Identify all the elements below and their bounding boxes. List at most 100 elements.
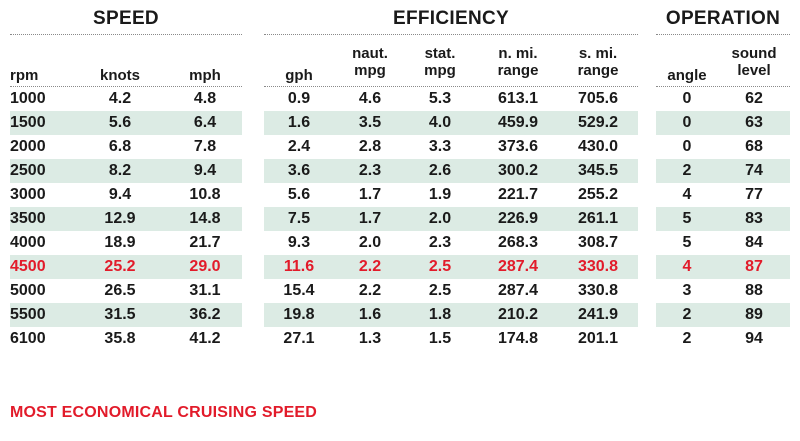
speed-group-title: SPEED xyxy=(93,8,159,29)
col-header-naut-mpg: naut. mpg xyxy=(352,45,388,79)
row-shading-band xyxy=(656,255,790,279)
cell-stat-mpg: 4.0 xyxy=(428,114,452,131)
cell-gph: 7.5 xyxy=(287,210,311,227)
cell-angle: 0 xyxy=(682,90,692,107)
cell-angle: 4 xyxy=(682,186,692,203)
cell-naut-mpg: 2.8 xyxy=(358,138,382,155)
efficiency-header-rule xyxy=(264,86,638,87)
operation-header-rule xyxy=(656,86,790,87)
table-row: 1500 5.6 6.4 1.6 3.5 4.0 459.9 529.2 0 63 xyxy=(0,111,800,135)
cell-stat-mpg: 3.3 xyxy=(428,138,452,155)
cell-smi-range: 430.0 xyxy=(577,138,619,155)
cell-smi-range: 330.8 xyxy=(577,258,619,275)
cell-smi-range: 345.5 xyxy=(577,162,619,179)
cell-mph: 9.4 xyxy=(193,162,217,179)
row-shading-band xyxy=(264,159,638,183)
cell-stat-mpg: 2.5 xyxy=(428,258,452,275)
cell-angle: 2 xyxy=(682,162,692,179)
cell-rpm: 2500 xyxy=(10,162,46,179)
cell-gph: 9.3 xyxy=(287,234,311,251)
cell-mph: 10.8 xyxy=(189,186,221,203)
row-shading-band xyxy=(264,303,638,327)
cell-nmi-range: 287.4 xyxy=(497,258,539,275)
cell-mph: 6.4 xyxy=(193,114,217,131)
row-shading-band xyxy=(10,207,242,231)
cell-mph: 41.2 xyxy=(189,330,221,347)
table-row: 4000 18.9 21.7 9.3 2.0 2.3 268.3 308.7 5 84 xyxy=(0,231,800,255)
table-row: 1000 4.2 4.8 0.9 4.6 5.3 613.1 705.6 0 62 xyxy=(0,87,800,111)
row-shading-band xyxy=(264,111,638,135)
cell-knots: 12.9 xyxy=(104,210,136,227)
cell-sound: 94 xyxy=(745,330,763,347)
operation-group-title: OPERATION xyxy=(665,8,781,29)
cell-smi-range: 201.1 xyxy=(577,330,619,347)
cell-naut-mpg: 2.2 xyxy=(358,282,382,299)
cell-stat-mpg: 2.5 xyxy=(428,282,452,299)
table-row: 3000 9.4 10.8 5.6 1.7 1.9 221.7 255.2 4 77 xyxy=(0,183,800,207)
cell-gph: 15.4 xyxy=(283,282,315,299)
cell-gph: 0.9 xyxy=(287,90,311,107)
cell-smi-range: 255.2 xyxy=(577,186,619,203)
cell-sound: 88 xyxy=(745,282,763,299)
cell-knots: 8.2 xyxy=(108,162,132,179)
cell-sound: 63 xyxy=(745,114,763,131)
cell-naut-mpg: 2.3 xyxy=(358,162,382,179)
cell-stat-mpg: 1.8 xyxy=(428,306,452,323)
cell-naut-mpg: 1.7 xyxy=(358,210,382,227)
cell-knots: 25.2 xyxy=(104,258,136,275)
cell-rpm: 5000 xyxy=(10,282,46,299)
row-shading-band xyxy=(656,303,790,327)
cell-rpm: 4500 xyxy=(10,258,46,275)
cell-nmi-range: 613.1 xyxy=(497,90,539,107)
col-header-stat-mpg: stat. mpg xyxy=(424,45,456,79)
cell-naut-mpg: 2.2 xyxy=(358,258,382,275)
cell-angle: 3 xyxy=(682,282,692,299)
cell-nmi-range: 287.4 xyxy=(497,282,539,299)
cell-mph: 31.1 xyxy=(189,282,221,299)
cell-angle: 5 xyxy=(682,234,692,251)
cell-nmi-range: 300.2 xyxy=(497,162,539,179)
cell-naut-mpg: 1.7 xyxy=(358,186,382,203)
table-row: 2500 8.2 9.4 3.6 2.3 2.6 300.2 345.5 2 74 xyxy=(0,159,800,183)
cell-mph: 36.2 xyxy=(189,306,221,323)
table-row: 3500 12.9 14.8 7.5 1.7 2.0 226.9 261.1 5 83 xyxy=(0,207,800,231)
cell-smi-range: 705.6 xyxy=(577,90,619,107)
col-header-mph: mph xyxy=(189,67,221,84)
cell-sound: 83 xyxy=(745,210,763,227)
cell-gph: 5.6 xyxy=(287,186,311,203)
cell-mph: 14.8 xyxy=(189,210,221,227)
cell-mph: 7.8 xyxy=(193,138,217,155)
cell-gph: 27.1 xyxy=(283,330,315,347)
speed-group-rule xyxy=(10,34,242,35)
cell-angle: 0 xyxy=(682,114,692,131)
cell-sound: 77 xyxy=(745,186,763,203)
cell-rpm: 1500 xyxy=(10,114,46,131)
row-shading-band xyxy=(264,255,638,279)
cell-stat-mpg: 2.3 xyxy=(428,234,452,251)
cell-knots: 26.5 xyxy=(104,282,136,299)
cell-sound: 89 xyxy=(745,306,763,323)
table-row: 5500 31.5 36.2 19.8 1.6 1.8 210.2 241.9 2 89 xyxy=(0,303,800,327)
cell-mph: 29.0 xyxy=(189,258,221,275)
cell-rpm: 6100 xyxy=(10,330,46,347)
cell-knots: 5.6 xyxy=(108,114,132,131)
cell-stat-mpg: 2.6 xyxy=(428,162,452,179)
row-shading-band xyxy=(656,207,790,231)
cell-stat-mpg: 1.5 xyxy=(428,330,452,347)
row-shading-band xyxy=(656,159,790,183)
cell-gph: 1.6 xyxy=(287,114,311,131)
cell-sound: 62 xyxy=(745,90,763,107)
cell-smi-range: 308.7 xyxy=(577,234,619,251)
footnote: MOST ECONOMICAL CRUISING SPEED xyxy=(10,404,318,421)
table-row: 5000 26.5 31.1 15.4 2.2 2.5 287.4 330.8 3 88 xyxy=(0,279,800,303)
cell-smi-range: 529.2 xyxy=(577,114,619,131)
efficiency-group-rule xyxy=(264,34,638,35)
efficiency-group-title: EFFICIENCY xyxy=(393,8,509,29)
row-shading-band xyxy=(10,159,242,183)
cell-nmi-range: 226.9 xyxy=(497,210,539,227)
cell-mph: 4.8 xyxy=(193,90,217,107)
row-shading-band xyxy=(10,255,242,279)
cell-smi-range: 261.1 xyxy=(577,210,619,227)
cell-rpm: 5500 xyxy=(10,306,46,323)
operation-group-rule xyxy=(656,34,790,35)
